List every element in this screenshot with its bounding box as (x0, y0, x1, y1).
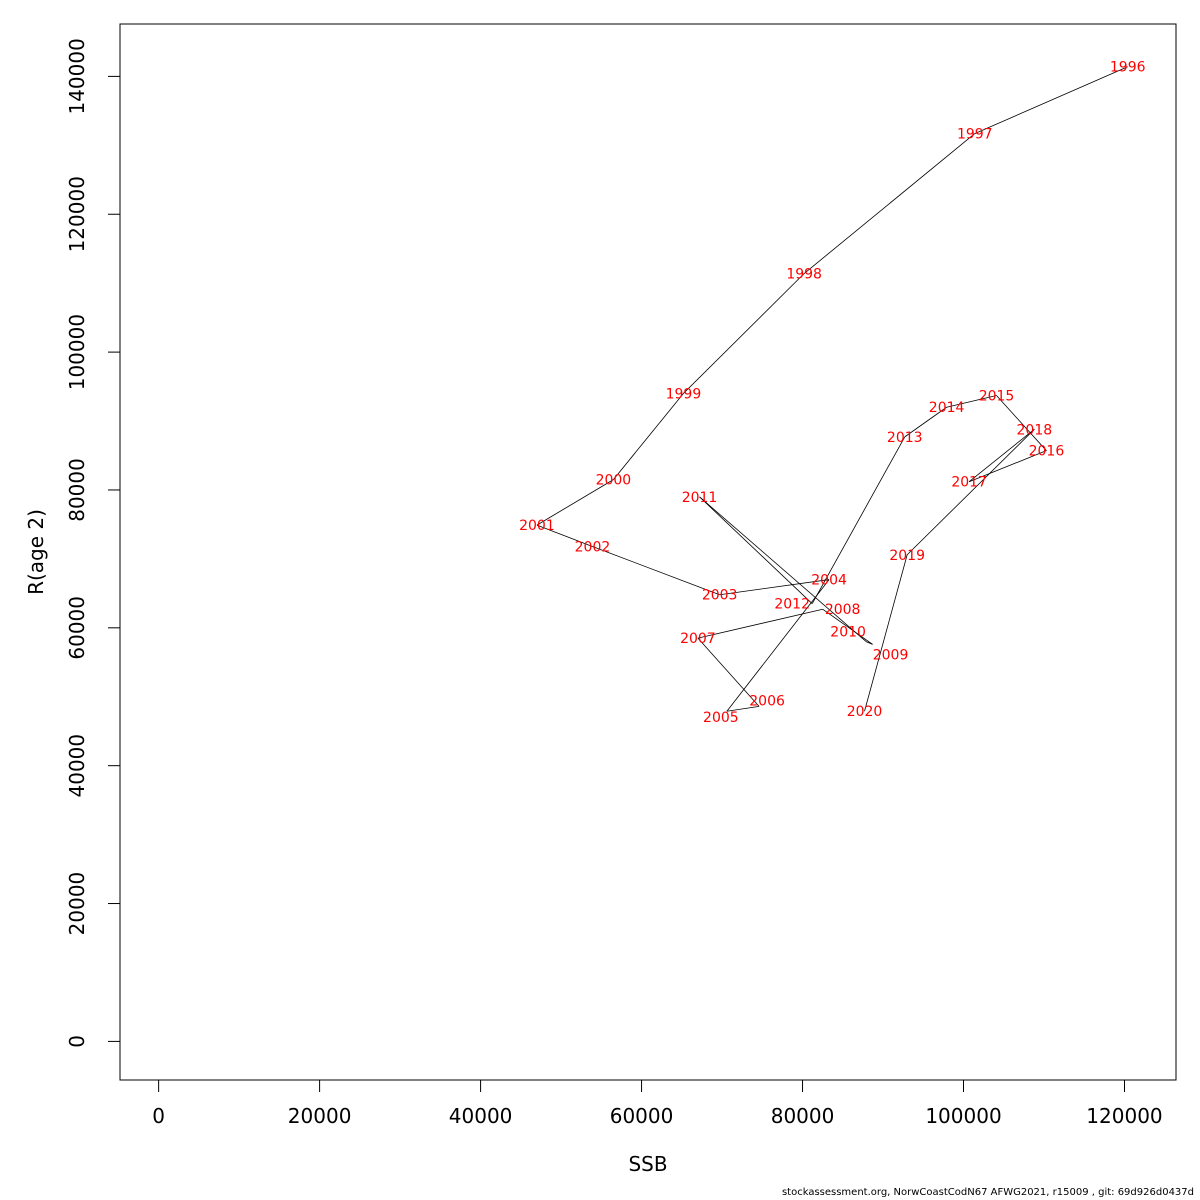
footer-credit: stockassessment.org, NorwCoastCodN67 AFW… (781, 1187, 1194, 1198)
trajectory-segment (683, 273, 805, 394)
x-tick-label: 60000 (610, 1104, 674, 1128)
x-tick-label: 80000 (771, 1104, 835, 1128)
y-axis-title: R(age 2) (24, 509, 48, 595)
year-label-2008: 2008 (825, 602, 861, 618)
y-tick-label: 80000 (65, 458, 89, 522)
year-label-2013: 2013 (887, 430, 923, 446)
trajectory-segment (697, 637, 760, 707)
trajectory-segment (613, 393, 684, 480)
trajectory-segment (697, 608, 823, 639)
year-label-2011: 2011 (682, 490, 718, 506)
year-label-2010: 2010 (830, 625, 866, 641)
y-tick-label: 0 (65, 1035, 89, 1048)
y-tick-label: 100000 (65, 314, 89, 390)
trajectory-segment (865, 641, 873, 645)
trajectory-segment (719, 579, 830, 596)
x-tick-label: 20000 (288, 1104, 352, 1128)
trajectory-segment (946, 395, 997, 408)
trajectory-segment (699, 496, 867, 642)
trajectory-segment (968, 428, 1035, 483)
year-label-2020: 2020 (847, 704, 883, 720)
year-label-1997: 1997 (957, 127, 993, 143)
year-label-2009: 2009 (873, 647, 909, 663)
trajectory-segment (968, 450, 1047, 483)
year-label-2018: 2018 (1017, 422, 1053, 438)
y-tick-label: 20000 (65, 872, 89, 936)
year-label-2015: 2015 (979, 389, 1015, 405)
trajectory-segment (536, 479, 614, 526)
y-tick-label: 40000 (65, 734, 89, 798)
y-tick-label: 140000 (65, 38, 89, 114)
plot-frame (119, 23, 1177, 1081)
trajectory-segment (974, 66, 1128, 134)
year-label-1999: 1999 (666, 386, 702, 402)
year-label-2000: 2000 (596, 473, 632, 489)
x-tick-label: 100000 (925, 1104, 1001, 1128)
year-label-2004: 2004 (811, 573, 847, 589)
trajectory-segment (811, 436, 906, 604)
y-axis: 0 20000 40000 60000 80000 100000 120000 140000 (65, 38, 121, 1048)
year-label-2019: 2019 (889, 548, 925, 564)
trajectory-segment (906, 429, 1035, 556)
trajectory-segment (592, 546, 720, 596)
trajectory-segment (803, 133, 976, 274)
trajectory-segment (864, 554, 908, 712)
year-label-1996: 1996 (1110, 60, 1146, 76)
trajectory-segment (996, 395, 1047, 451)
trajectory-segment (904, 406, 947, 438)
trajectory-lines (536, 66, 1128, 712)
year-label-2012: 2012 (774, 597, 810, 613)
trajectory-segment (536, 524, 593, 547)
year-label-2002: 2002 (575, 539, 611, 555)
x-axis: 0 20000 40000 60000 80000 100000 120000 (152, 1079, 1163, 1128)
year-label-2017: 2017 (951, 475, 987, 491)
year-label-2016: 2016 (1029, 444, 1065, 460)
year-label-2003: 2003 (702, 588, 738, 604)
year-label-2001: 2001 (519, 518, 555, 534)
year-label-1998: 1998 (786, 267, 822, 283)
y-tick-label: 120000 (65, 176, 89, 252)
year-label-2005: 2005 (703, 710, 739, 726)
x-tick-label: 0 (152, 1104, 165, 1128)
x-axis-title: SSB (628, 1152, 667, 1176)
year-label-2006: 2006 (749, 693, 785, 709)
y-tick-label: 60000 (65, 596, 89, 660)
trajectory-segment (726, 706, 760, 712)
x-tick-label: 40000 (449, 1104, 513, 1128)
trajectory-segment (699, 496, 813, 604)
x-tick-label: 120000 (1086, 1104, 1162, 1128)
year-labels: 1996 1997 1998 1999 2000 2001 2002 2003 2004 2005… (519, 60, 1146, 726)
year-label-2007: 2007 (680, 631, 716, 647)
trajectory-segment (822, 608, 873, 645)
year-label-2014: 2014 (929, 400, 965, 416)
